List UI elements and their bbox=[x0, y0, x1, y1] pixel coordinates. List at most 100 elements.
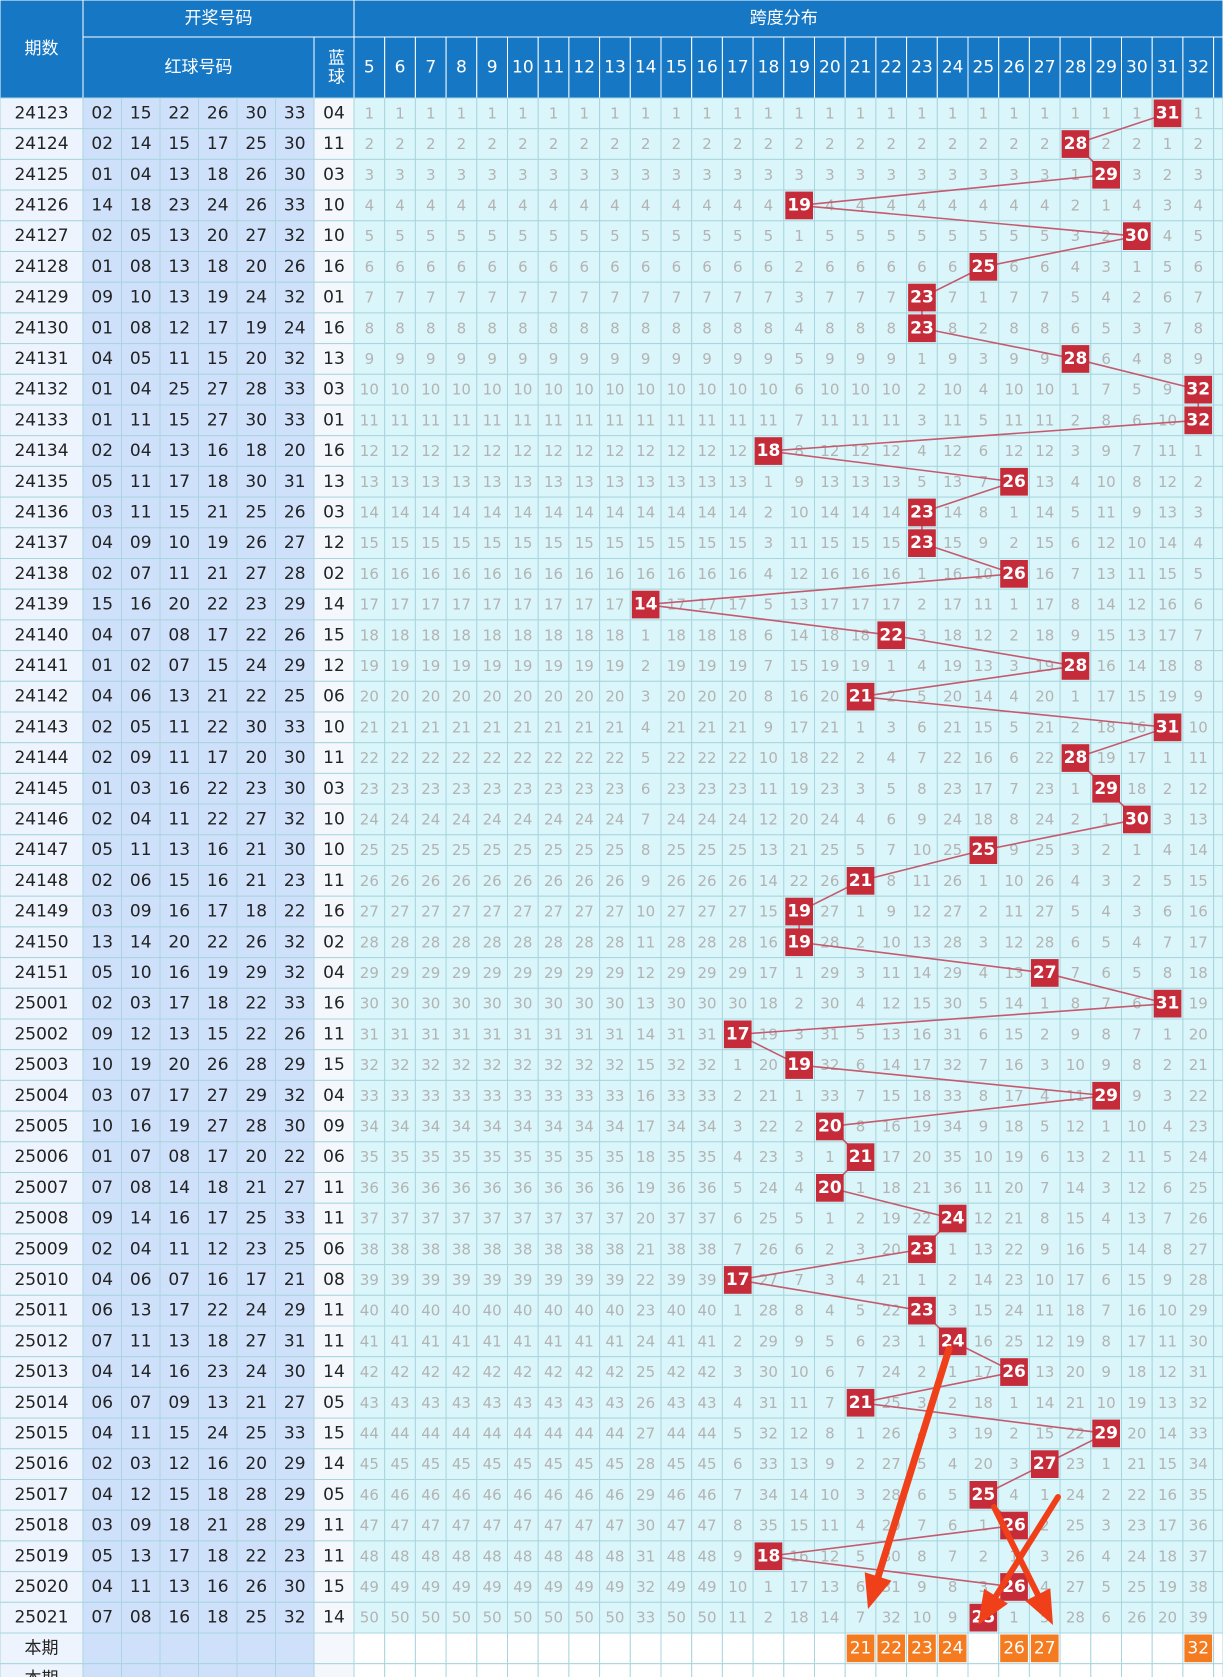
omission: 16 bbox=[912, 1025, 931, 1043]
omission: 9 bbox=[1132, 503, 1142, 521]
omission: 12 bbox=[483, 442, 502, 460]
red-ball: 05 bbox=[130, 717, 152, 737]
omission: 41 bbox=[575, 1332, 594, 1350]
omission: 13 bbox=[1005, 964, 1024, 982]
omission: 7 bbox=[733, 1486, 743, 1504]
omission: 6 bbox=[487, 258, 497, 276]
red-ball: 17 bbox=[168, 1546, 190, 1566]
omission: 44 bbox=[360, 1424, 379, 1442]
red-ball: 21 bbox=[245, 871, 267, 891]
omission: 7 bbox=[1163, 319, 1173, 337]
omission: 14 bbox=[1035, 1394, 1054, 1412]
omission: 7 bbox=[1132, 442, 1142, 460]
cell bbox=[1213, 957, 1223, 989]
omission: 17 bbox=[483, 596, 502, 614]
omission: 37 bbox=[575, 1210, 594, 1228]
header-cell bbox=[414, 36, 447, 99]
omission: 5 bbox=[1163, 1148, 1173, 1166]
omission: 36 bbox=[452, 1179, 471, 1197]
omission: 31 bbox=[605, 1025, 624, 1043]
omission: 27 bbox=[1066, 1578, 1085, 1596]
red-ball: 06 bbox=[130, 687, 152, 707]
omission: 9 bbox=[979, 534, 989, 552]
red-ball: 02 bbox=[91, 809, 113, 829]
blue-ball: 11 bbox=[323, 1209, 345, 1229]
omission: 15 bbox=[974, 1302, 993, 1320]
omission: 12 bbox=[421, 442, 440, 460]
cell bbox=[537, 1663, 570, 1677]
omission: 10 bbox=[483, 381, 502, 399]
cell bbox=[752, 97, 785, 130]
omission: 21 bbox=[360, 718, 379, 736]
red-ball: 01 bbox=[91, 1147, 113, 1167]
omission: 17 bbox=[391, 596, 410, 614]
omission: 10 bbox=[544, 381, 563, 399]
blue-ball: 02 bbox=[323, 932, 345, 952]
omission: 30 bbox=[452, 995, 471, 1013]
omission: 27 bbox=[513, 903, 532, 921]
omission: 2 bbox=[733, 1087, 743, 1105]
cell bbox=[1059, 189, 1092, 222]
omission: 10 bbox=[728, 381, 747, 399]
omission: 43 bbox=[667, 1394, 686, 1412]
red-ball: 27 bbox=[207, 410, 229, 430]
omission: 50 bbox=[391, 1609, 410, 1627]
omission: 24 bbox=[943, 810, 962, 828]
red-ball: 15 bbox=[168, 502, 190, 522]
period: 24141 bbox=[14, 656, 68, 676]
red-ball: 30 bbox=[284, 748, 306, 768]
omission: 39 bbox=[1189, 1609, 1208, 1627]
omission: 3 bbox=[979, 933, 989, 951]
red-ball: 03 bbox=[130, 994, 152, 1014]
omission: 19 bbox=[575, 657, 594, 675]
omission: 20 bbox=[1066, 1363, 1085, 1381]
red-ball: 23 bbox=[284, 1546, 306, 1566]
omission: 22 bbox=[421, 749, 440, 767]
hit-span: 28 bbox=[1064, 748, 1088, 768]
omission: 32 bbox=[513, 1056, 532, 1074]
omission: 21 bbox=[728, 718, 747, 736]
omission: 44 bbox=[698, 1424, 717, 1442]
omission: 38 bbox=[483, 1240, 502, 1258]
omission: 26 bbox=[421, 872, 440, 890]
red-ball: 02 bbox=[91, 564, 113, 584]
omission: 49 bbox=[667, 1578, 686, 1596]
omission: 24 bbox=[452, 810, 471, 828]
header-cell bbox=[1028, 36, 1061, 99]
cell bbox=[159, 158, 199, 191]
cell bbox=[967, 97, 1000, 130]
omission: 3 bbox=[1040, 1547, 1050, 1565]
omission: 18 bbox=[882, 1179, 901, 1197]
omission: 33 bbox=[483, 1087, 502, 1105]
cell bbox=[1059, 281, 1092, 314]
omission: 15 bbox=[728, 534, 747, 552]
red-ball: 11 bbox=[130, 1577, 152, 1597]
omission: 29 bbox=[1189, 1302, 1208, 1320]
omission: 9 bbox=[1132, 1087, 1142, 1105]
omission: 47 bbox=[421, 1517, 440, 1535]
omission: 4 bbox=[979, 381, 989, 399]
blue-ball: 11 bbox=[323, 871, 345, 891]
cell bbox=[1182, 343, 1215, 375]
omission: 6 bbox=[856, 258, 866, 276]
red-ball: 18 bbox=[207, 1485, 229, 1505]
omission: 17 bbox=[912, 1056, 931, 1074]
omission: 27 bbox=[667, 903, 686, 921]
omission: 18 bbox=[1005, 1117, 1024, 1135]
cell bbox=[1028, 220, 1061, 253]
omission: 11 bbox=[636, 411, 655, 429]
span-column-label: 31 bbox=[1157, 58, 1179, 78]
red-ball: 14 bbox=[130, 1209, 152, 1229]
omission: 11 bbox=[360, 411, 379, 429]
red-ball: 29 bbox=[284, 656, 306, 676]
omission: 20 bbox=[544, 688, 563, 706]
omission: 15 bbox=[1189, 872, 1208, 890]
omission: 4 bbox=[1132, 933, 1142, 951]
omission: 9 bbox=[1163, 1271, 1173, 1289]
omission: 46 bbox=[513, 1486, 532, 1504]
red-ball: 07 bbox=[130, 625, 152, 645]
omission: 7 bbox=[764, 657, 774, 675]
omission: 38 bbox=[360, 1240, 379, 1258]
omission: 1 bbox=[764, 1578, 774, 1596]
omission: 15 bbox=[1158, 1455, 1177, 1473]
